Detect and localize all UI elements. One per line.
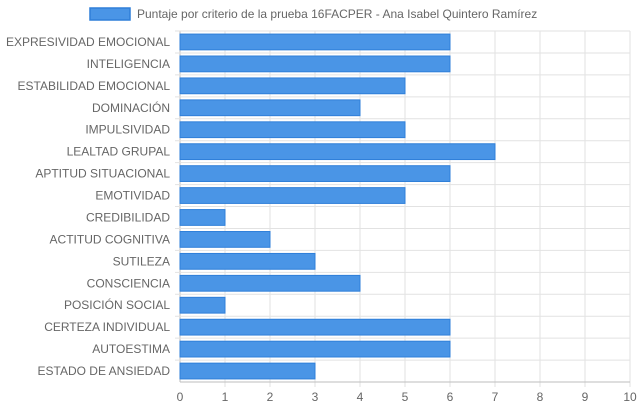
x-tick-label: 7 — [492, 390, 499, 404]
category-label: SUTILEZA — [113, 254, 170, 268]
category-label: POSICIÓN SOCIAL — [64, 297, 170, 312]
category-label: IMPULSIVIDAD — [85, 123, 170, 137]
bar[interactable] — [179, 143, 496, 161]
x-tick-label: 9 — [582, 390, 589, 404]
bar[interactable] — [179, 33, 451, 51]
category-label: ESTADO DE ANSIEDAD — [38, 364, 171, 378]
x-tick-label: 6 — [447, 390, 454, 404]
legend[interactable]: Puntaje por criterio de la prueba 16FACP… — [89, 7, 537, 21]
category-label: CERTEZA INDIVIDUAL — [44, 320, 170, 334]
category-label: DOMINACIÓN — [92, 100, 170, 115]
bar[interactable] — [179, 77, 406, 95]
category-label: INTELIGENCIA — [87, 57, 170, 71]
category-label: ESTABILIDAD EMOCIONAL — [18, 79, 171, 93]
x-tick-label: 5 — [402, 390, 409, 404]
bar[interactable] — [179, 187, 406, 204]
bar[interactable] — [179, 231, 271, 248]
bar[interactable] — [179, 318, 451, 336]
bars — [179, 33, 496, 380]
legend-label: Puntaje por criterio de la prueba 16FACP… — [137, 7, 537, 21]
bar[interactable] — [179, 274, 361, 292]
x-tick-label: 1 — [222, 390, 229, 404]
bar[interactable] — [179, 121, 406, 139]
legend-swatch — [89, 7, 131, 21]
category-label: APTITUD SITUACIONAL — [35, 167, 170, 181]
x-tick-label: 10 — [623, 390, 637, 404]
category-label: AUTOESTIMA — [92, 342, 170, 356]
category-labels: EXPRESIVIDAD EMOCIONAL INTELIGENCIA ESTABI… — [6, 35, 170, 378]
bar[interactable] — [179, 165, 451, 182]
category-label: EXPRESIVIDAD EMOCIONAL — [6, 35, 170, 49]
category-label: EMOTIVIDAD — [95, 189, 170, 203]
bar[interactable] — [179, 296, 226, 314]
bar[interactable] — [179, 340, 451, 358]
category-label: ACTITUD COGNITIVA — [50, 232, 170, 246]
x-tick-label: 8 — [537, 390, 544, 404]
x-tick-label: 4 — [357, 390, 364, 404]
x-tick-label: 0 — [177, 390, 184, 404]
bar[interactable] — [179, 252, 316, 270]
bar[interactable] — [179, 209, 226, 226]
bar[interactable] — [179, 55, 451, 73]
category-label: CONSCIENCIA — [87, 276, 170, 290]
category-label: CREDIBILIDAD — [86, 210, 170, 224]
x-axis-tick-labels: 0 1 2 3 4 5 6 7 8 9 10 — [177, 390, 637, 404]
x-tick-label: 2 — [267, 390, 274, 404]
bar[interactable] — [179, 362, 316, 380]
bar[interactable] — [179, 99, 361, 117]
x-tick-label: 3 — [312, 390, 319, 404]
category-label: LEALTAD GRUPAL — [67, 145, 171, 159]
